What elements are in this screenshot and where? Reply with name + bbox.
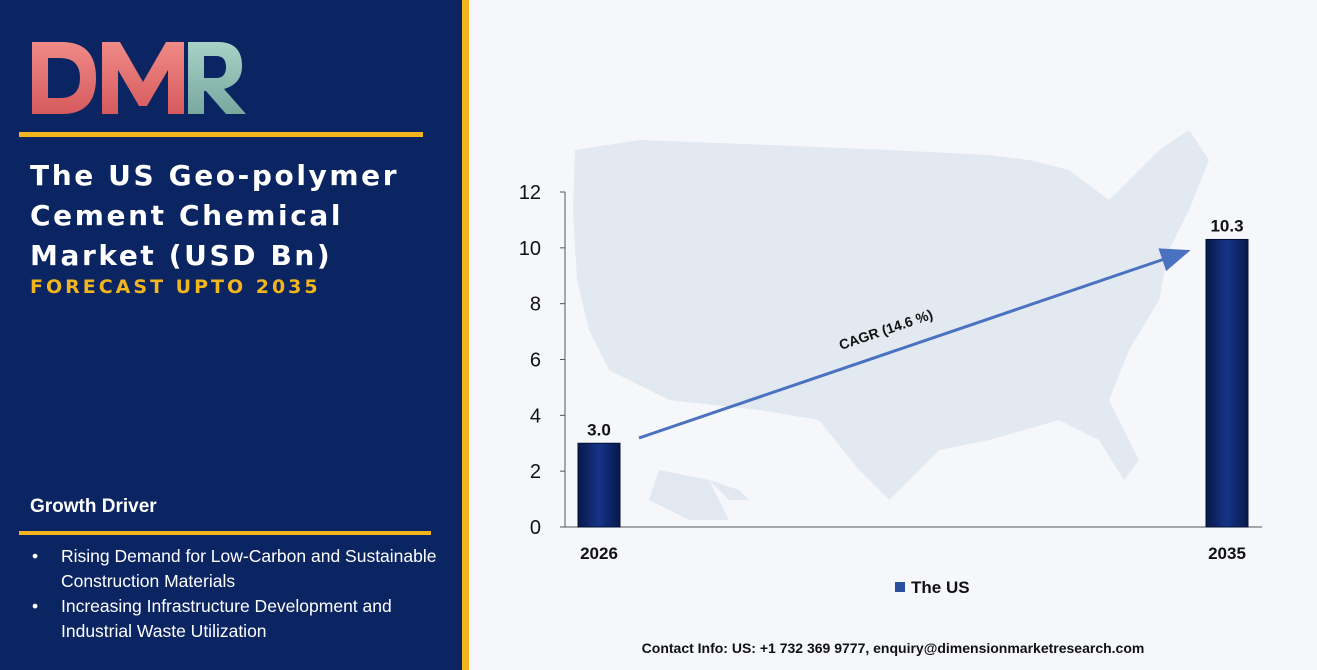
page-title: The US Geo-polymer Cement Chemical Marke… — [30, 159, 400, 272]
x-tick-label: 2035 — [1208, 544, 1246, 563]
y-tick-label: 10 — [519, 238, 541, 260]
data-label: 10.3 — [1210, 216, 1243, 235]
bars — [577, 238, 1249, 528]
data-labels: 3.0 10.3 — [587, 216, 1243, 439]
growth-driver-rule — [19, 531, 431, 535]
dmr-logo — [32, 42, 246, 114]
driver-text: Rising Demand for Low-Carbon and Sustain… — [61, 546, 437, 591]
y-tick-label: 12 — [519, 182, 541, 204]
y-tick-label: 6 — [530, 350, 541, 372]
y-tick-label: 2 — [530, 461, 541, 483]
title-rule — [19, 132, 423, 137]
bar-2026 — [577, 442, 621, 528]
data-label: 3.0 — [587, 420, 611, 439]
us-map-background — [573, 130, 1209, 520]
chart-panel: 0 2 4 6 8 10 12 3.0 10.3 2026 2035 CAGR (14.6 %)… — [469, 0, 1317, 670]
bullet-icon: • — [32, 596, 39, 616]
x-tick-label: 2026 — [580, 544, 618, 563]
legend-swatch — [895, 582, 905, 592]
contact-info: Contact Info: US: +1 732 369 9777, enqui… — [641, 640, 1145, 656]
y-tick-label: 8 — [530, 294, 541, 316]
driver-text: Increasing Infrastructure Development an… — [61, 596, 392, 641]
accent-stripe — [462, 0, 469, 670]
list-item: • Rising Demand for Low-Carbon and Sustai… — [30, 544, 445, 594]
x-axis-labels: 2026 2035 — [580, 544, 1246, 563]
bar-2035 — [1205, 238, 1249, 528]
list-item: • Increasing Infrastructure Development a… — [30, 594, 445, 644]
cagr-arrow — [638, 248, 1191, 440]
left-panel: The US Geo-polymer Cement Chemical Marke… — [0, 0, 462, 670]
y-tick-label: 4 — [530, 405, 541, 427]
page-subtitle: FORECAST UPTO 2035 — [30, 276, 321, 298]
legend-label: The US — [911, 578, 970, 597]
y-tick-label: 0 — [530, 517, 541, 539]
bullet-icon: • — [32, 546, 39, 566]
y-axis: 0 2 4 6 8 10 12 — [519, 182, 1262, 539]
growth-driver-list: • Rising Demand for Low-Carbon and Sustai… — [30, 544, 445, 644]
legend: The US — [895, 578, 970, 597]
growth-driver-heading: Growth Driver — [30, 496, 157, 517]
